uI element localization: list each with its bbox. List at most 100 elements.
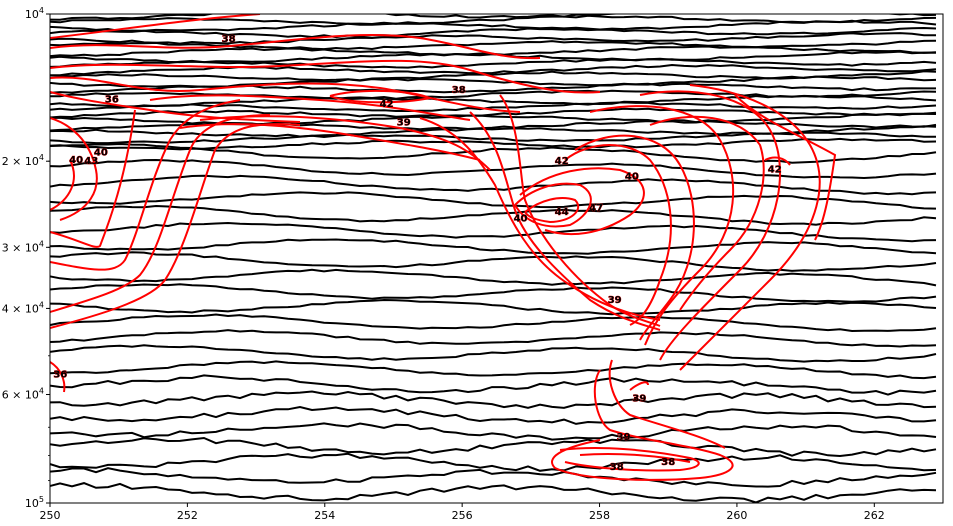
black-contour-line	[50, 313, 937, 333]
black-contour-line	[50, 467, 937, 488]
y-tick-label: 3 × 104	[2, 239, 44, 254]
red-contour-line	[179, 123, 481, 161]
red-contour-line	[50, 109, 136, 248]
black-contour-line	[50, 39, 937, 51]
red-contour-line	[551, 369, 734, 481]
contour-label: 40	[69, 155, 83, 166]
y-tick-label: 2 × 104	[2, 153, 44, 168]
black-contour-line	[50, 112, 937, 126]
black-contour-line	[50, 344, 937, 363]
black-contour-line	[50, 191, 937, 210]
red-contour-line	[514, 182, 592, 228]
black-contour-line	[50, 101, 937, 112]
red-contour-line	[519, 167, 645, 236]
black-contour-line	[50, 19, 937, 33]
red-contour-line	[679, 84, 821, 371]
contour-label: 39	[397, 118, 411, 129]
black-contour-line	[50, 251, 937, 272]
black-contour-line	[50, 125, 937, 138]
black-contour-line	[50, 158, 937, 180]
black-contour-line	[50, 283, 937, 303]
red-contour-line	[589, 105, 735, 346]
contour-label: 43	[84, 156, 98, 167]
red-contour-line	[149, 94, 471, 121]
x-tick-label: 250	[40, 509, 61, 522]
red-contour-line	[50, 123, 301, 329]
black-contour-line	[50, 120, 937, 132]
black-contour-line	[50, 238, 937, 255]
black-contour-line	[50, 436, 937, 458]
x-axis: 250 252 254 256 258 260 262	[40, 503, 885, 522]
plot-frame	[49, 13, 944, 504]
red-contour-line	[50, 159, 75, 211]
contour-label: 38	[452, 85, 466, 96]
red-contour-line	[649, 115, 765, 311]
x-tick-label: 254	[314, 509, 335, 522]
black-contour-line	[50, 221, 937, 243]
black-contour-line	[50, 422, 937, 441]
contour-label: 47	[589, 203, 603, 214]
red-contour-line	[50, 59, 601, 94]
black-contour-line	[50, 298, 937, 316]
black-contour-lines	[50, 14, 937, 503]
y-tick-label: 105	[25, 495, 44, 510]
black-contour-line	[50, 107, 937, 119]
black-contour-line	[50, 360, 937, 380]
red-contour-line	[50, 361, 66, 393]
black-contour-line	[50, 329, 937, 348]
red-contour-line	[50, 76, 521, 113]
red-contour-line	[469, 111, 661, 331]
x-tick-label: 252	[177, 509, 198, 522]
black-contour-line	[50, 452, 937, 472]
black-contour-line	[50, 131, 936, 145]
contour-label: 40	[514, 214, 528, 225]
red-contour-lines	[50, 14, 837, 481]
red-contour-line	[50, 14, 261, 39]
red-contour-line	[50, 117, 98, 221]
black-contour-line	[50, 405, 937, 425]
x-tick-label: 262	[864, 509, 885, 522]
black-contour-line	[50, 390, 937, 409]
contour-label: 42	[555, 156, 569, 167]
contour-label: 38	[222, 34, 236, 45]
contour-label: 42	[768, 165, 782, 176]
y-tick-label: 4 × 104	[2, 300, 44, 315]
black-contour-line	[50, 63, 937, 77]
red-contour-line	[579, 453, 691, 463]
black-contour-line	[50, 174, 937, 196]
contour-label: 42	[380, 99, 394, 110]
red-contour-line	[629, 381, 649, 391]
red-contour-line	[499, 94, 661, 327]
red-contour-line	[734, 94, 837, 241]
contour-label: 44	[555, 207, 569, 218]
contour-label: 39	[632, 394, 646, 405]
red-contour-line	[564, 144, 672, 326]
black-contour-line	[50, 482, 937, 503]
x-tick-label: 260	[726, 509, 747, 522]
red-contour-line	[524, 197, 580, 224]
contour-label: 36	[105, 95, 119, 106]
contour-label: 39	[608, 295, 622, 306]
y-axis: 104 2 × 104 3 × 104 4 × 104 6 × 104 105	[2, 6, 50, 510]
red-contour-line	[764, 156, 791, 166]
contour-label: 40	[625, 172, 639, 183]
red-contour-line	[199, 115, 491, 171]
x-tick-label: 258	[589, 509, 610, 522]
red-contour-line	[329, 89, 434, 104]
black-contour-line	[50, 374, 937, 396]
y-tick-label: 6 × 104	[2, 387, 44, 402]
black-contour-line	[50, 70, 937, 82]
red-contour-line	[639, 90, 781, 361]
black-contour-line	[50, 14, 937, 21]
contour-label: 36	[53, 370, 67, 381]
black-contour-line	[50, 58, 937, 69]
red-contour-line	[559, 447, 700, 472]
red-contour-line	[50, 99, 241, 271]
red-contour-line	[608, 359, 726, 449]
red-contour-line	[50, 91, 301, 123]
contour-label: 39	[617, 432, 631, 443]
black-contour-line	[50, 82, 936, 94]
red-contour-line	[50, 34, 541, 60]
